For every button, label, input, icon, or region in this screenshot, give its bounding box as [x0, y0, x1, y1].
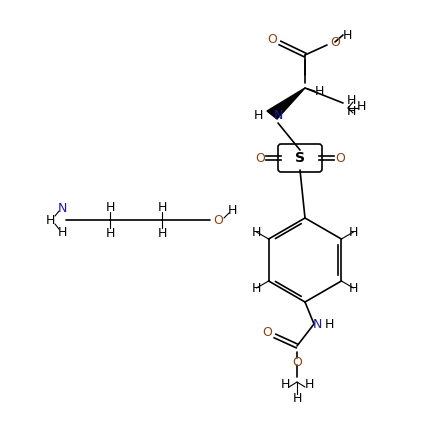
Text: H: H — [157, 200, 167, 213]
Text: O: O — [213, 213, 223, 226]
Text: O: O — [330, 35, 340, 48]
Text: H: H — [346, 104, 356, 117]
FancyBboxPatch shape — [278, 144, 322, 172]
Text: O: O — [292, 355, 302, 368]
Text: N: N — [312, 317, 322, 330]
Text: O: O — [262, 325, 272, 338]
Text: O: O — [255, 152, 265, 165]
Text: N: N — [57, 202, 67, 215]
Text: S: S — [295, 151, 305, 165]
Text: H: H — [342, 29, 352, 42]
Text: H: H — [253, 109, 262, 122]
Text: H: H — [292, 392, 302, 405]
Text: H: H — [57, 226, 67, 239]
Text: H: H — [227, 203, 237, 216]
Text: H: H — [252, 226, 261, 239]
Text: H: H — [349, 226, 358, 239]
Polygon shape — [267, 88, 305, 119]
Text: H: H — [280, 378, 289, 392]
Text: H: H — [106, 200, 115, 213]
Text: H: H — [314, 85, 324, 98]
Text: H: H — [45, 213, 55, 226]
Text: H: H — [356, 99, 366, 112]
Text: H: H — [157, 226, 167, 240]
Text: H: H — [106, 226, 115, 240]
Text: H: H — [304, 378, 314, 392]
Text: N: N — [273, 109, 283, 122]
Text: H: H — [349, 282, 358, 295]
Text: H: H — [252, 282, 261, 295]
Text: O: O — [335, 152, 345, 165]
Text: H: H — [346, 93, 356, 107]
Text: O: O — [267, 32, 277, 45]
Text: H: H — [325, 317, 334, 330]
